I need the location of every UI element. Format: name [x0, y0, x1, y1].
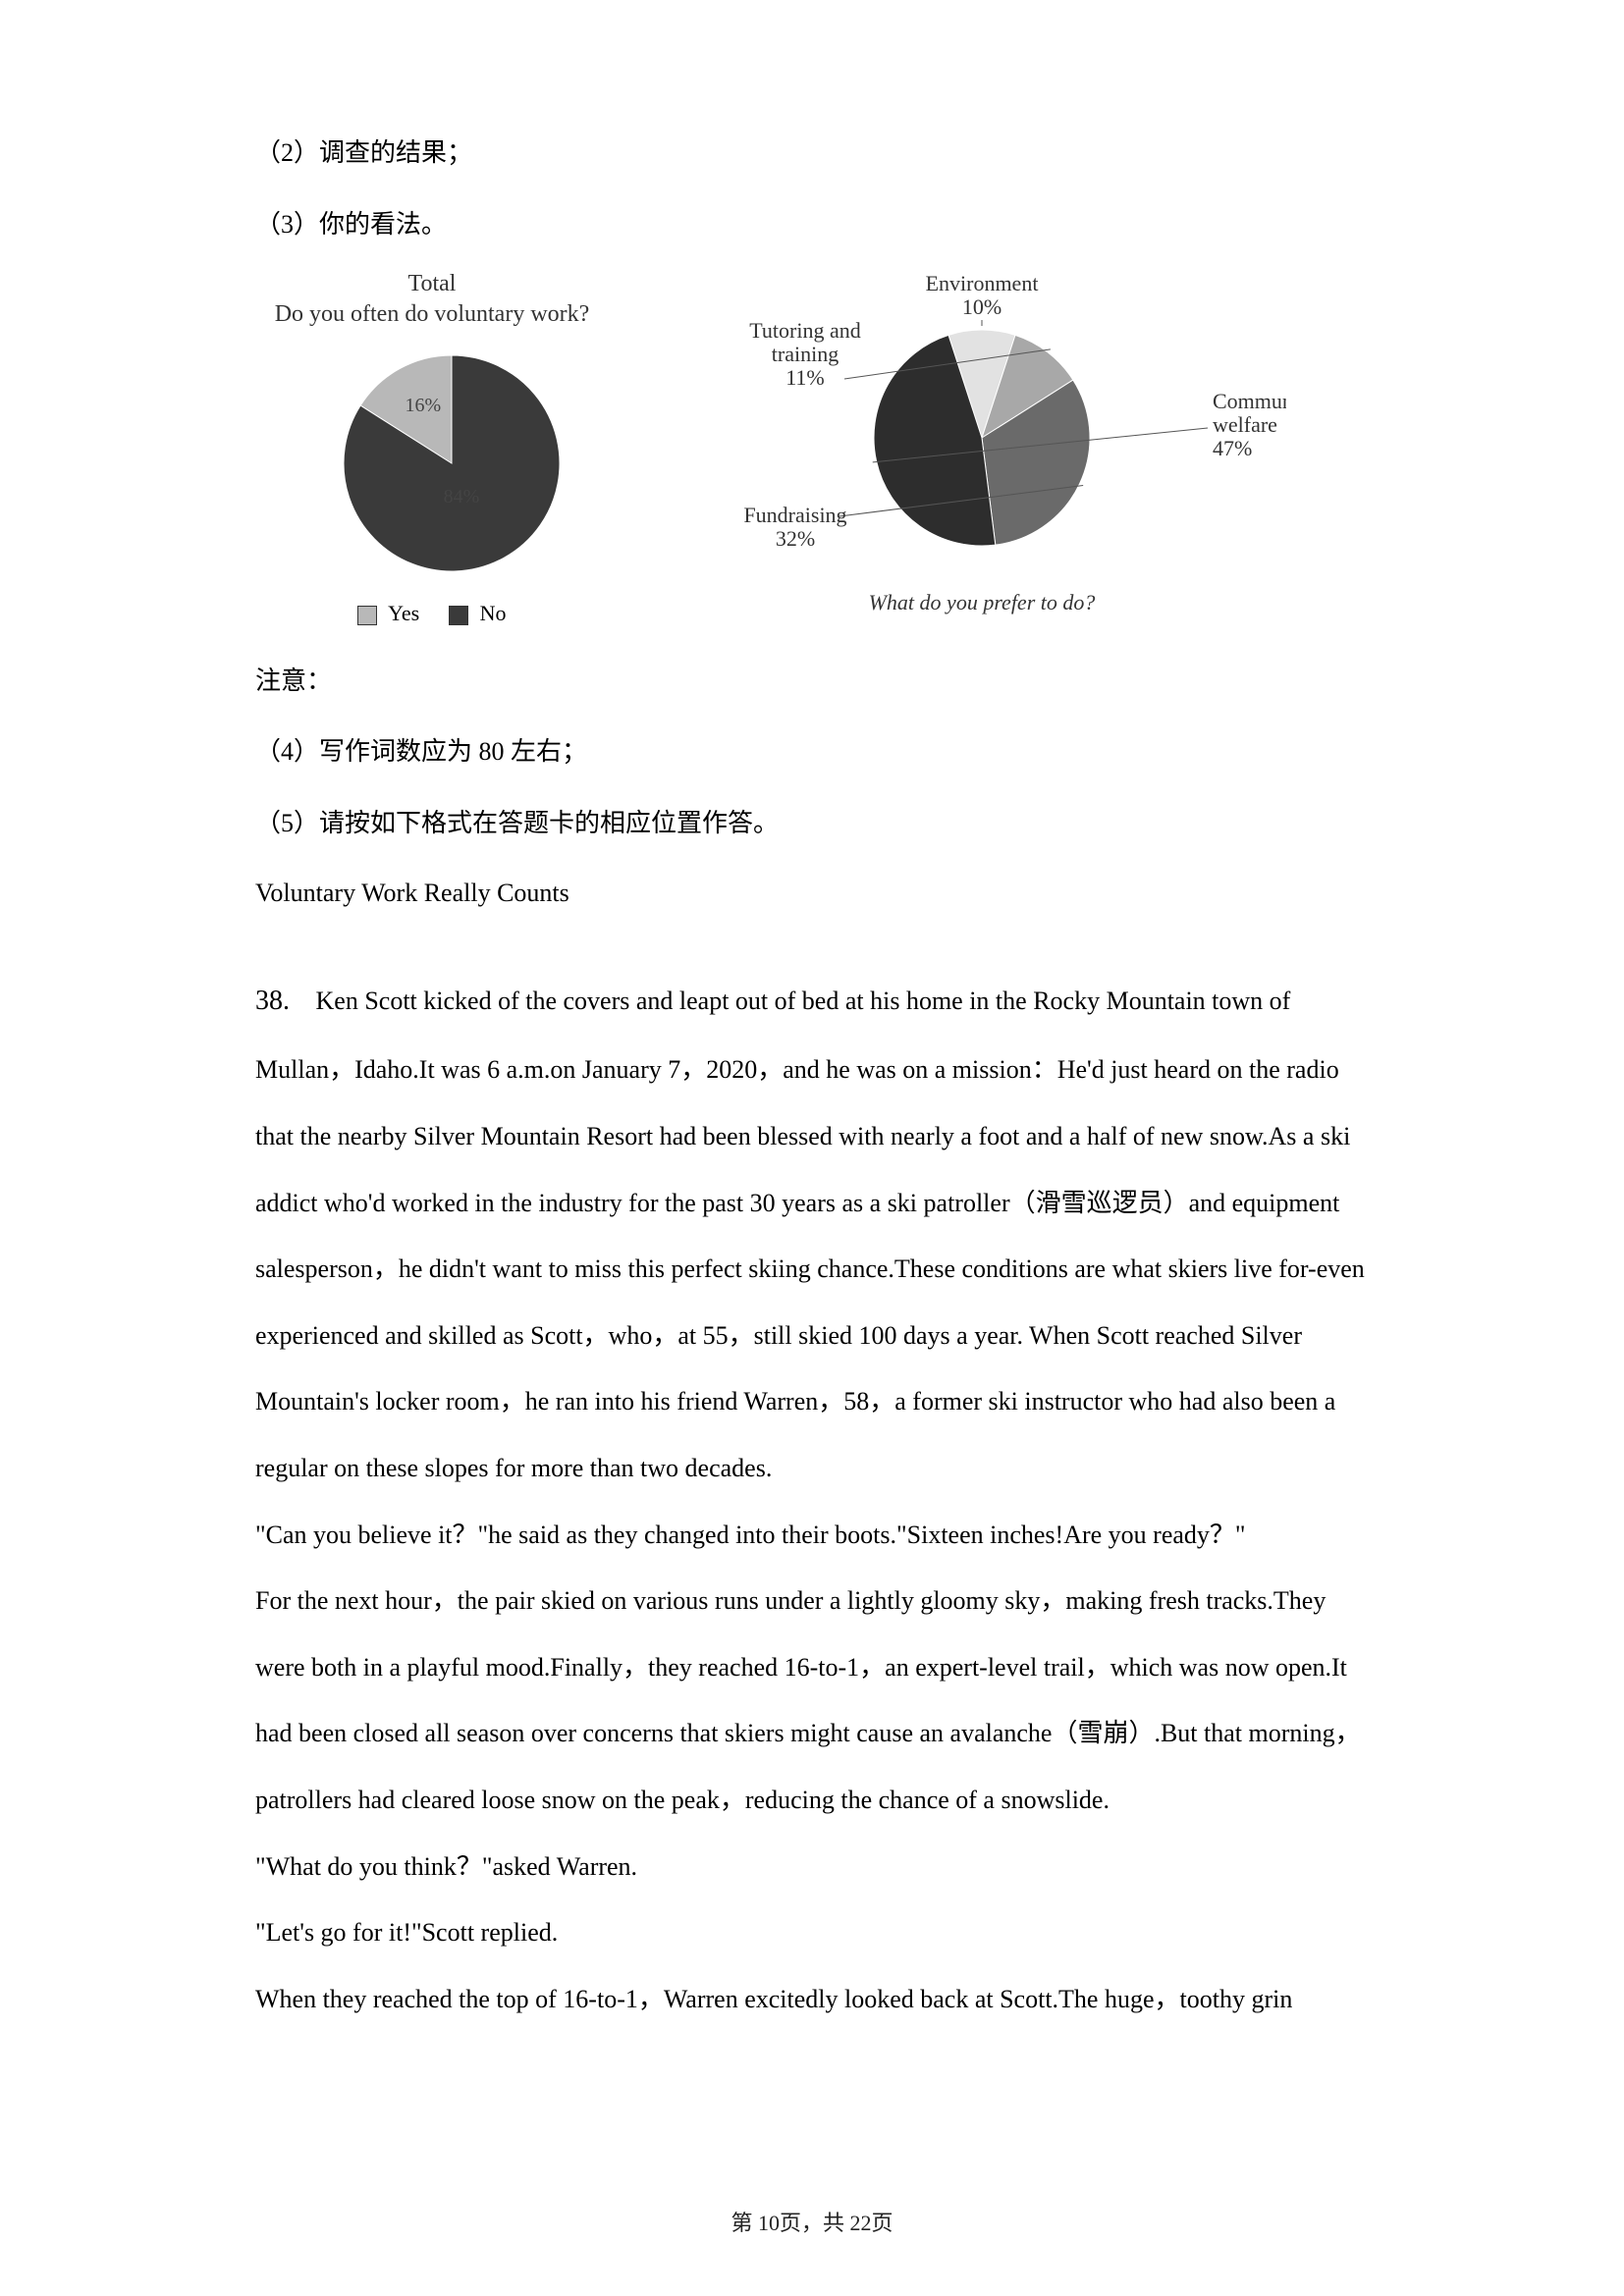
svg-text:84%: 84% — [444, 486, 480, 507]
chart-1: Total Do you often do voluntary work? 16… — [255, 271, 609, 626]
passage-p1: 38. Ken Scott kicked of the covers and l… — [255, 966, 1369, 1502]
legend-yes-label: Yes — [388, 601, 419, 625]
page-footer: 第 10页，共 22页 — [0, 2206, 1624, 2237]
notes-heading: 注意： — [255, 646, 1369, 718]
legend-no: No — [449, 601, 506, 626]
passage-p4: "What do you think？"asked Warren. — [255, 1834, 1369, 1900]
chart-1-subtitle: Do you often do voluntary work? — [275, 301, 590, 328]
chart-2-fund-val: 32% — [776, 526, 815, 551]
chart-1-svg: 16% 84% — [255, 336, 609, 591]
chart-2-svg: Environment 10% Tutoring and training 11… — [677, 271, 1286, 624]
chart-2-com-val: 47% — [1213, 436, 1252, 460]
passage-p6: When they reached the top of 16-to-1，War… — [255, 1966, 1369, 2033]
chart-1-title: Total — [408, 271, 457, 297]
svg-text:16%: 16% — [406, 395, 442, 416]
passage-p3: For the next hour，the pair skied on vari… — [255, 1568, 1369, 1833]
chart-2-com-2: welfare — [1213, 412, 1277, 437]
notes-subtitle: Voluntary Work Really Counts — [255, 860, 1369, 927]
chart-2: Environment 10% Tutoring and training 11… — [677, 271, 1286, 624]
chart-2-env-value: 10% — [962, 294, 1001, 319]
question-number: 38. — [255, 986, 290, 1016]
intro-item-3: （3）你的看法。 — [255, 189, 1369, 261]
chart-2-com-1: Community — [1213, 389, 1286, 413]
chart-2-env-label: Environment — [926, 271, 1039, 295]
chart-2-tut-val: 11% — [785, 365, 825, 390]
page: （2）调查的结果； （3）你的看法。 Total Do you often do… — [0, 0, 1624, 2296]
passage-p5: "Let's go for it!"Scott replied. — [255, 1899, 1369, 1966]
chart-1-legend: Yes No — [357, 601, 506, 626]
legend-no-swatch — [449, 606, 468, 625]
notes-item-5: （5）请按如下格式在答题卡的相应位置作答。 — [255, 788, 1369, 860]
chart-2-tut-1: Tutoring and — [749, 318, 860, 343]
chart-2-fund-1: Fundraising — [743, 503, 846, 527]
charts-row: Total Do you often do voluntary work? 16… — [255, 271, 1369, 626]
intro-item-2: （2）调查的结果； — [255, 118, 1369, 189]
chart-2-caption: What do you prefer to do? — [869, 590, 1096, 614]
passage-p1-text: Ken Scott kicked of the covers and leapt… — [255, 987, 1365, 1482]
notes-item-4: （4）写作词数应为 80 左右； — [255, 717, 1369, 788]
legend-no-label: No — [480, 601, 507, 625]
legend-yes: Yes — [357, 601, 419, 626]
passage-p2: "Can you believe it？"he said as they cha… — [255, 1502, 1369, 1569]
chart-2-tut-2: training — [772, 342, 839, 366]
legend-yes-swatch — [357, 606, 377, 625]
